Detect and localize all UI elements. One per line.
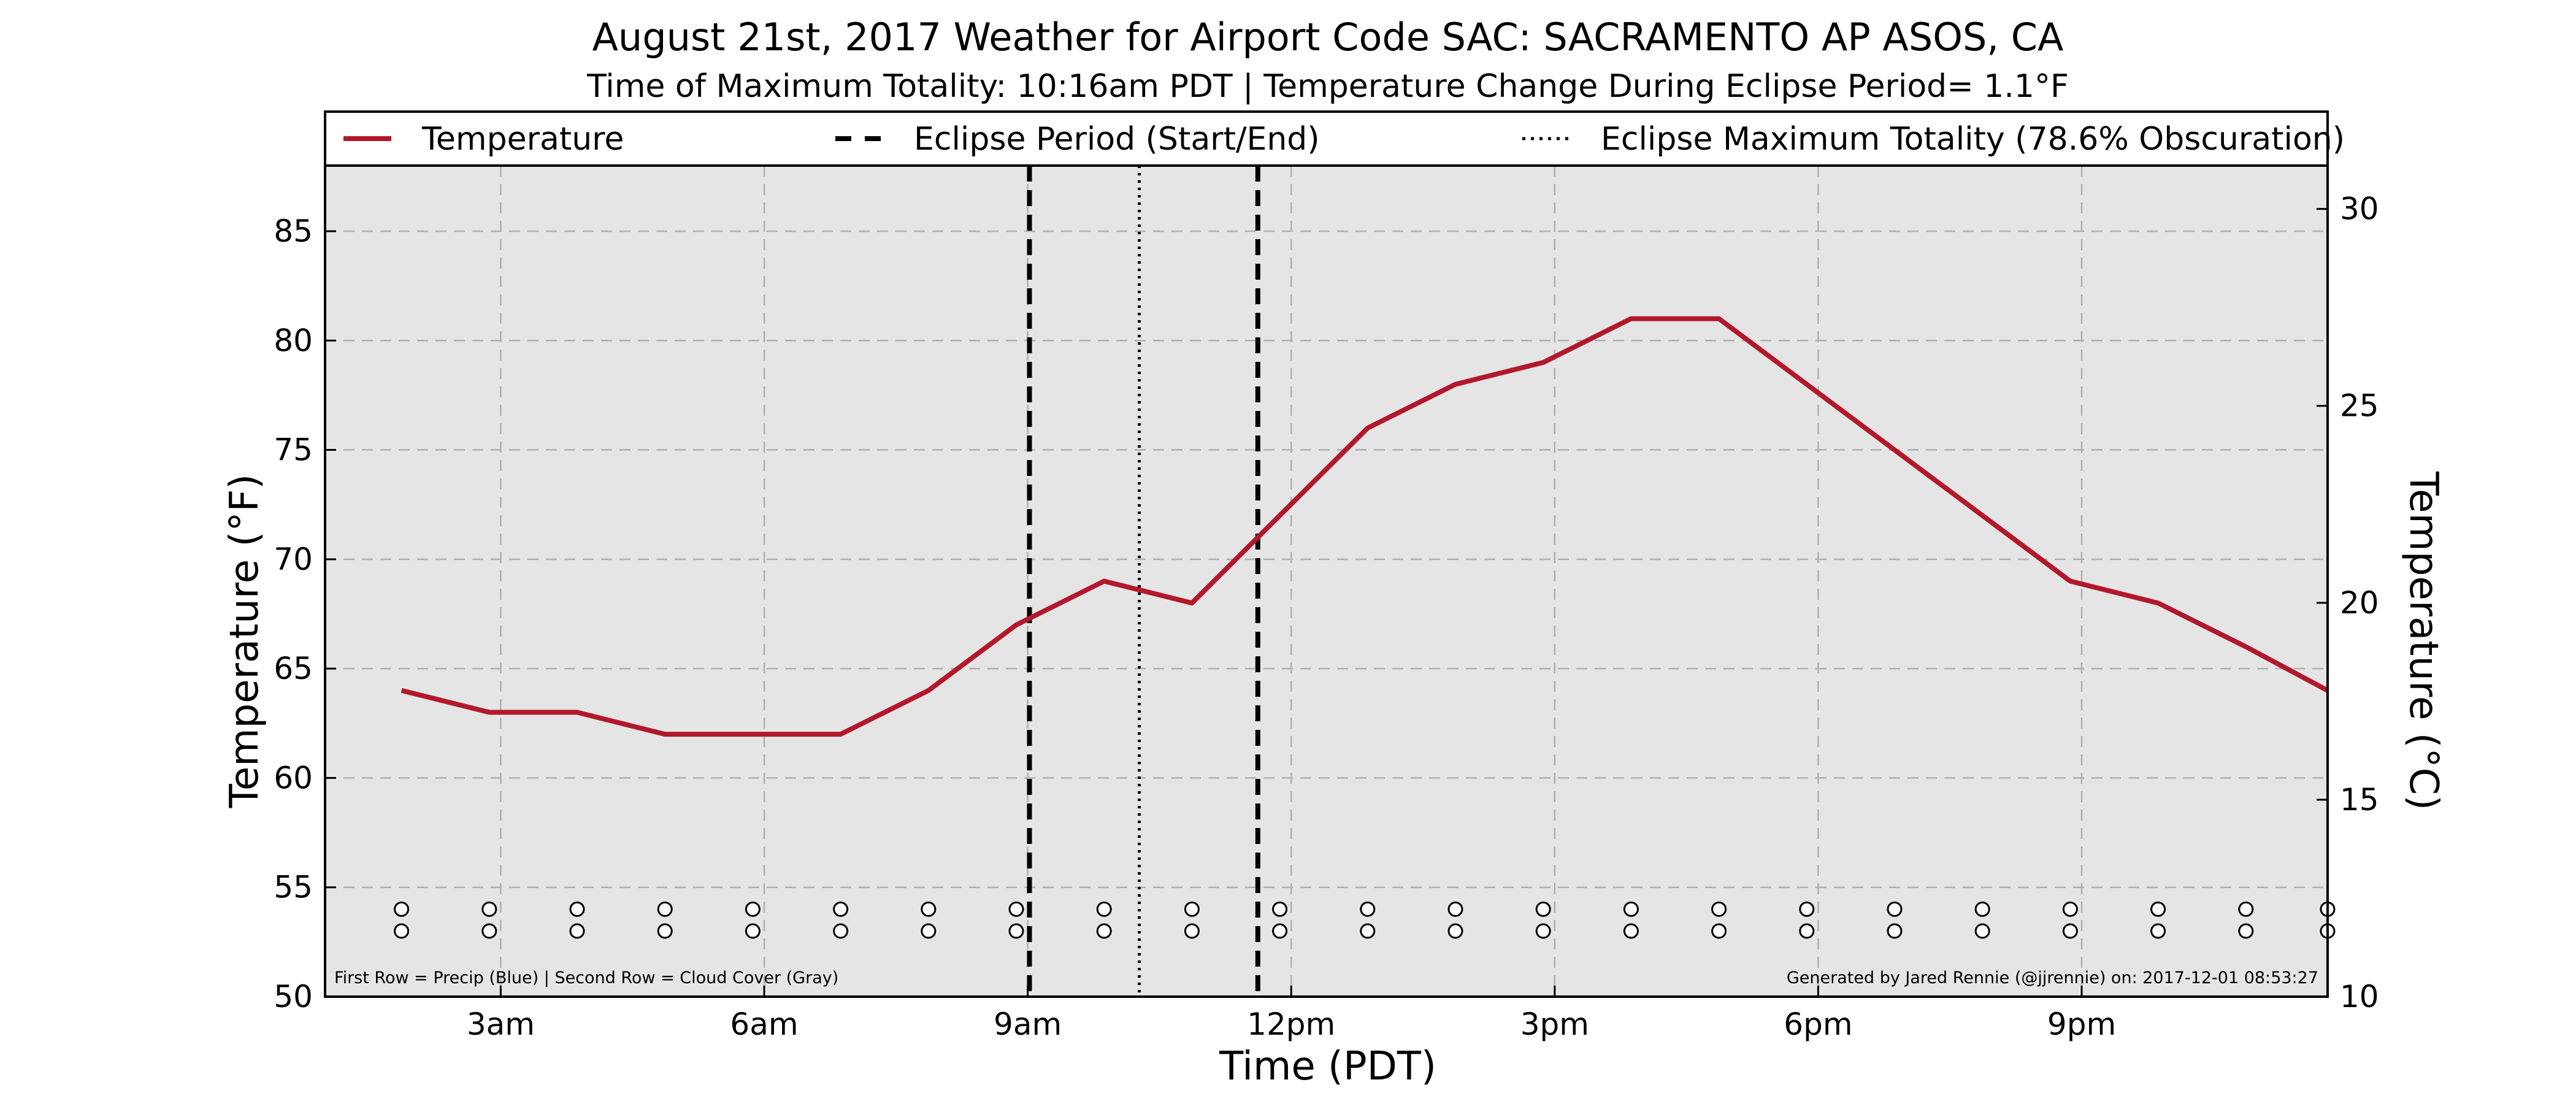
cloud-cover-marker: [1360, 923, 1376, 939]
x-tick-label: 6am: [730, 1006, 798, 1042]
cloud-cover-marker: [921, 923, 937, 939]
legend-frame: [324, 110, 2329, 167]
precip-marker: [1360, 901, 1376, 917]
precip-marker: [1799, 901, 1815, 917]
y-tick-label: 50: [274, 979, 313, 1014]
x-tick-label: 9am: [994, 1006, 1062, 1042]
precip-marker: [1272, 901, 1288, 917]
cloud-cover-marker: [1799, 923, 1815, 939]
cloud-cover-marker: [481, 923, 497, 939]
chart-title: August 21st, 2017 Weather for Airport Co…: [592, 15, 2064, 59]
precip-marker: [2150, 901, 2166, 917]
cloud-cover-marker: [1447, 923, 1463, 939]
cloud-cover-marker: [1974, 923, 1990, 939]
precip-marker: [481, 901, 497, 917]
grid-lines: [325, 166, 2328, 997]
precip-marker: [1096, 901, 1112, 917]
y-axis-label-right: Temperature (°C): [2401, 471, 2446, 810]
precip-marker: [1711, 901, 1727, 917]
plot-area: First Row = Precip (Blue) | Second Row =…: [274, 164, 2379, 1042]
precip-marker: [2238, 901, 2254, 917]
footnote-left: First Row = Precip (Blue) | Second Row =…: [334, 968, 838, 987]
precip-marker: [1974, 901, 1990, 917]
y-right-tick-label: 10: [2340, 979, 2379, 1014]
precip-marker: [569, 901, 585, 917]
y-tick-label: 75: [274, 432, 313, 468]
cloud-cover-marker: [1535, 923, 1551, 939]
cloud-cover-marker: [1272, 923, 1288, 939]
precip-marker: [1535, 901, 1551, 917]
precip-marker: [1184, 901, 1200, 917]
cloud-cover-marker: [1623, 923, 1639, 939]
y-right-tick-label: 30: [2340, 191, 2379, 227]
y-axis-left-ticks: 50 55 60 65 70 75 80 85: [274, 213, 336, 1014]
x-tick-label: 12pm: [1247, 1006, 1335, 1042]
cloud-cover-marker: [569, 923, 585, 939]
y-right-tick-label: 15: [2340, 782, 2379, 818]
legend-label: Temperature: [421, 121, 624, 158]
cloud-cover-marker: [657, 923, 673, 939]
cloud-cover-marker: [394, 923, 410, 939]
cloud-cover-marker: [1096, 923, 1112, 939]
precip-marker: [657, 901, 673, 917]
y-axis-label: Temperature (°F): [222, 474, 267, 809]
cloud-cover-marker: [1184, 923, 1200, 939]
precip-marker: [1008, 901, 1024, 917]
y-axis-right-ticks: 10 15 20 25 30: [2317, 191, 2379, 1014]
x-tick-label: 9pm: [2047, 1006, 2116, 1042]
y-tick-label: 65: [274, 651, 313, 686]
precip-marker: [833, 901, 849, 917]
marker-rows: [394, 901, 2336, 939]
plot-background: [325, 166, 2328, 997]
cloud-cover-marker: [1711, 923, 1727, 939]
precip-marker: [394, 901, 410, 917]
legend: Temperature Eclipse Period (Start/End) Ecl…: [324, 110, 2345, 167]
x-axis-label: Time (PDT): [1219, 1044, 1436, 1089]
cloud-cover-marker: [2150, 923, 2166, 939]
temperature-series-line: [401, 316, 2329, 737]
precip-marker: [745, 901, 761, 917]
eclipse-lines: [1027, 166, 1260, 997]
cloud-cover-marker: [2238, 923, 2254, 939]
chart-subtitle: Time of Maximum Totality: 10:16am PDT | …: [586, 68, 2069, 105]
precip-marker: [921, 901, 937, 917]
cloud-cover-marker: [833, 923, 849, 939]
y-tick-label: 70: [274, 542, 313, 577]
y-tick-label: 85: [274, 213, 313, 249]
y-tick-label: 60: [274, 760, 313, 795]
cloud-cover-marker: [2062, 923, 2078, 939]
y-tick-label: 80: [274, 323, 313, 358]
y-right-tick-label: 20: [2340, 585, 2379, 621]
precip-marker: [1887, 901, 1903, 917]
y-tick-label: 55: [274, 870, 313, 905]
cloud-cover-marker: [1887, 923, 1903, 939]
y-right-tick-label: 25: [2340, 388, 2379, 424]
precip-marker: [1623, 901, 1639, 917]
footnote-right: Generated by Jared Rennie (@jjrennie) on…: [1787, 968, 2318, 987]
legend-label: Eclipse Period (Start/End): [914, 121, 1320, 158]
cloud-cover-marker: [1008, 923, 1024, 939]
x-axis-ticks: 3am 6am 9am 12pm 3pm 6pm 9pm: [467, 986, 2116, 1042]
legend-label: Eclipse Maximum Totality (78.6% Obscurat…: [1601, 121, 2345, 158]
x-tick-label: 3am: [467, 1006, 535, 1042]
precip-marker: [2062, 901, 2078, 917]
cloud-cover-marker: [745, 923, 761, 939]
x-tick-label: 6pm: [1784, 1006, 1852, 1042]
x-tick-label: 3pm: [1520, 1006, 1589, 1042]
precip-marker: [1447, 901, 1463, 917]
